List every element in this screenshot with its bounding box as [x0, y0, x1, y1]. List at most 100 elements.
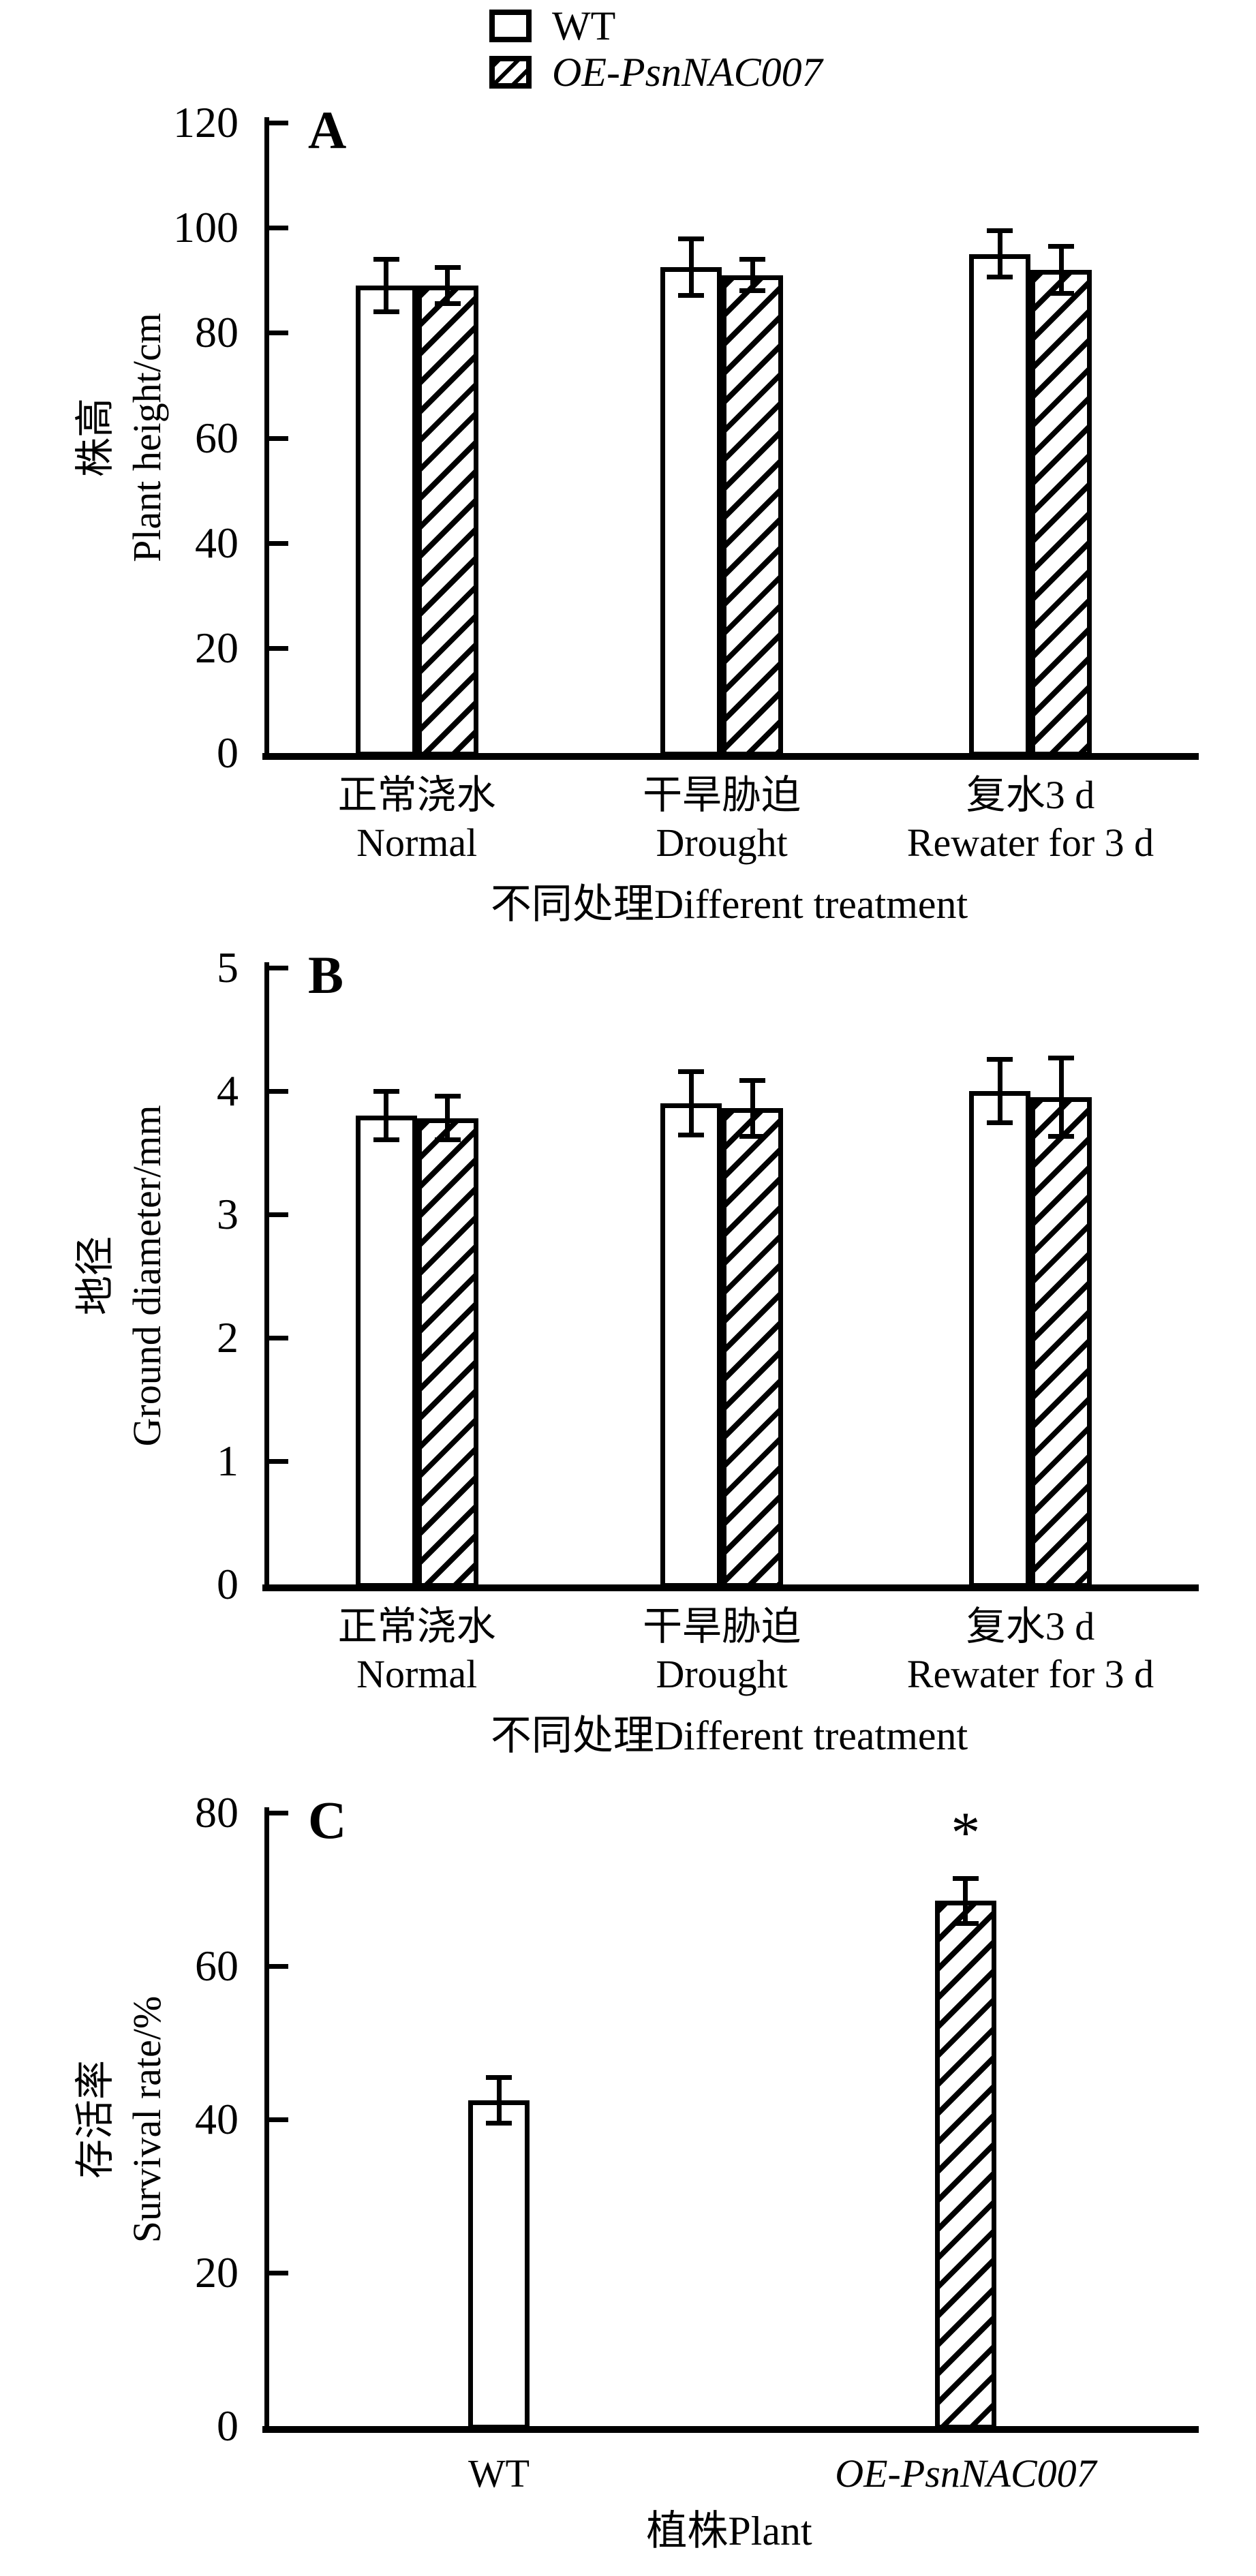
bar-oe-psnnac007-normal: [416, 285, 478, 756]
legend-swatch-hatched-icon: [489, 56, 532, 89]
bar-oe-psnnac007-normal: [416, 1118, 478, 1588]
y-tick-label: 0: [217, 1560, 239, 1608]
bar-wt-rewater-for-3-d: [969, 1091, 1030, 1588]
error-bar-line: [1058, 1058, 1064, 1137]
y-tick: [269, 2271, 288, 2275]
y-axis-a: [264, 117, 269, 753]
error-bar-cap-bottom: [1048, 1133, 1074, 1139]
x-axis-b: [262, 1584, 1199, 1591]
error-bar-cap-top: [987, 228, 1013, 234]
y-tick: [269, 966, 288, 970]
error-bar-cap-bottom: [987, 1120, 1013, 1126]
y-tick: [269, 1459, 288, 1464]
y-axis-b: [264, 962, 269, 1584]
category-label-cn-normal: 正常浇水: [337, 773, 496, 817]
error-bar-line: [997, 230, 1002, 278]
error-bar-cap-bottom: [373, 1137, 399, 1143]
error-bar-cap-top: [952, 1875, 979, 1881]
error-bar-cap-top: [739, 1077, 766, 1083]
bar-oe-psnnac007-drought: [722, 1108, 784, 1588]
bar-wt-normal: [355, 1116, 417, 1588]
y-tick-label: 0: [217, 2402, 239, 2450]
error-bar-line: [997, 1058, 1002, 1124]
error-bar-cap-top: [434, 1094, 461, 1099]
y-tick-label: 100: [173, 203, 239, 252]
error-bar-cap-top: [678, 236, 705, 241]
y-tick-label: 60: [195, 413, 239, 462]
y-tick: [269, 1336, 288, 1340]
error-bar-cap-top: [1048, 1056, 1074, 1061]
bar-wt-wt: [468, 2100, 530, 2429]
category-label-cn-rewater-for-3-d: 复水3 d: [966, 1604, 1095, 1649]
y-tick: [269, 226, 288, 231]
category-label-cn-normal: 正常浇水: [337, 1604, 496, 1649]
panel-letter-b: B: [308, 945, 344, 1005]
y-axis-title-b-cn: 地径: [73, 1236, 117, 1316]
error-bar-line: [750, 259, 755, 291]
bar-wt-rewater-for-3-d: [969, 254, 1030, 756]
y-axis-title-b: 地径 Ground diameter/mm: [70, 1105, 173, 1447]
y-tick-label: 80: [195, 308, 239, 357]
error-bar-cap-bottom: [434, 301, 461, 306]
bar-wt-drought: [660, 1103, 722, 1588]
panel-letter-a: A: [308, 100, 347, 159]
y-tick-label: 40: [195, 2095, 239, 2143]
y-tick-label: 20: [195, 623, 239, 672]
y-tick-label: 3: [217, 1190, 239, 1238]
legend-label-wt: WT: [552, 3, 616, 48]
error-bar-cap-bottom: [739, 1133, 766, 1139]
error-bar-cap-bottom: [987, 275, 1013, 280]
y-tick-label: 80: [195, 1788, 239, 1837]
y-tick: [269, 121, 288, 125]
error-bar-line: [384, 1091, 389, 1141]
error-bar-cap-top: [987, 1056, 1013, 1062]
y-tick-label: 60: [195, 1942, 239, 1990]
x-axis-title-b: 不同处理Different treatment: [490, 1713, 968, 1758]
error-bar-cap-bottom: [434, 1137, 461, 1143]
error-bar-line: [1058, 246, 1064, 294]
y-tick: [269, 1212, 288, 1217]
legend-label-oe-psnnac007: OE-PsnNAC007: [552, 50, 823, 95]
x-axis-title-a: 不同处理Different treatment: [490, 882, 968, 927]
x-axis-a: [262, 753, 1199, 760]
legend: WT OE-PsnNAC007: [489, 3, 823, 101]
error-bar-cap-bottom: [373, 309, 399, 314]
error-bar-cap-top: [373, 1089, 399, 1094]
category-label-en-drought: Drought: [656, 821, 788, 865]
x-axis-title-c: 植株Plant: [646, 2509, 812, 2554]
y-tick-label: 5: [217, 943, 239, 992]
significance-asterisk: *: [951, 1799, 981, 1865]
y-tick: [269, 1089, 288, 1094]
error-bar-cap-bottom: [678, 293, 705, 298]
category-label-en-normal: Normal: [356, 821, 478, 865]
y-tick: [269, 645, 288, 651]
error-bar-cap-top: [486, 2075, 512, 2081]
y-axis-title-c-cn: 存活率: [73, 2059, 117, 2179]
legend-item-wt: WT: [489, 3, 823, 48]
y-tick-label: 4: [217, 1067, 239, 1115]
y-axis-title-a-en: Plant height/cm: [125, 313, 169, 562]
bar-oe-psnnac007-rewater-for-3-d: [1030, 269, 1092, 756]
error-bar-cap-bottom: [1048, 290, 1074, 296]
y-tick-label: 1: [217, 1437, 239, 1485]
y-axis-title-c-en: Survival rate/%: [125, 1995, 169, 2243]
y-axis-title-c: 存活率 Survival rate/%: [70, 1996, 173, 2243]
category-label-cn-rewater-for-3-d: 复水3 d: [966, 773, 1095, 817]
y-tick: [269, 540, 288, 546]
y-tick: [269, 331, 288, 336]
bar-oe-psnnac007-drought: [722, 275, 784, 756]
y-tick-label: 120: [173, 98, 239, 147]
panel-letter-c: C: [308, 1790, 347, 1850]
error-bar-line: [750, 1079, 755, 1137]
y-axis-title-a: 株高 Plant height/cm: [70, 313, 173, 562]
y-tick: [269, 1964, 288, 1969]
bar-wt-normal: [355, 285, 417, 756]
y-tick: [269, 435, 288, 441]
y-tick-label: 20: [195, 2248, 239, 2297]
category-label-cn-drought: 干旱胁迫: [643, 773, 801, 817]
bar-oe-psnnac007-oe-psnnac007: [934, 1901, 996, 2429]
y-axis-title-a-cn: 株高: [73, 397, 117, 478]
error-bar-cap-top: [434, 264, 461, 270]
y-tick-label: 2: [217, 1313, 239, 1362]
